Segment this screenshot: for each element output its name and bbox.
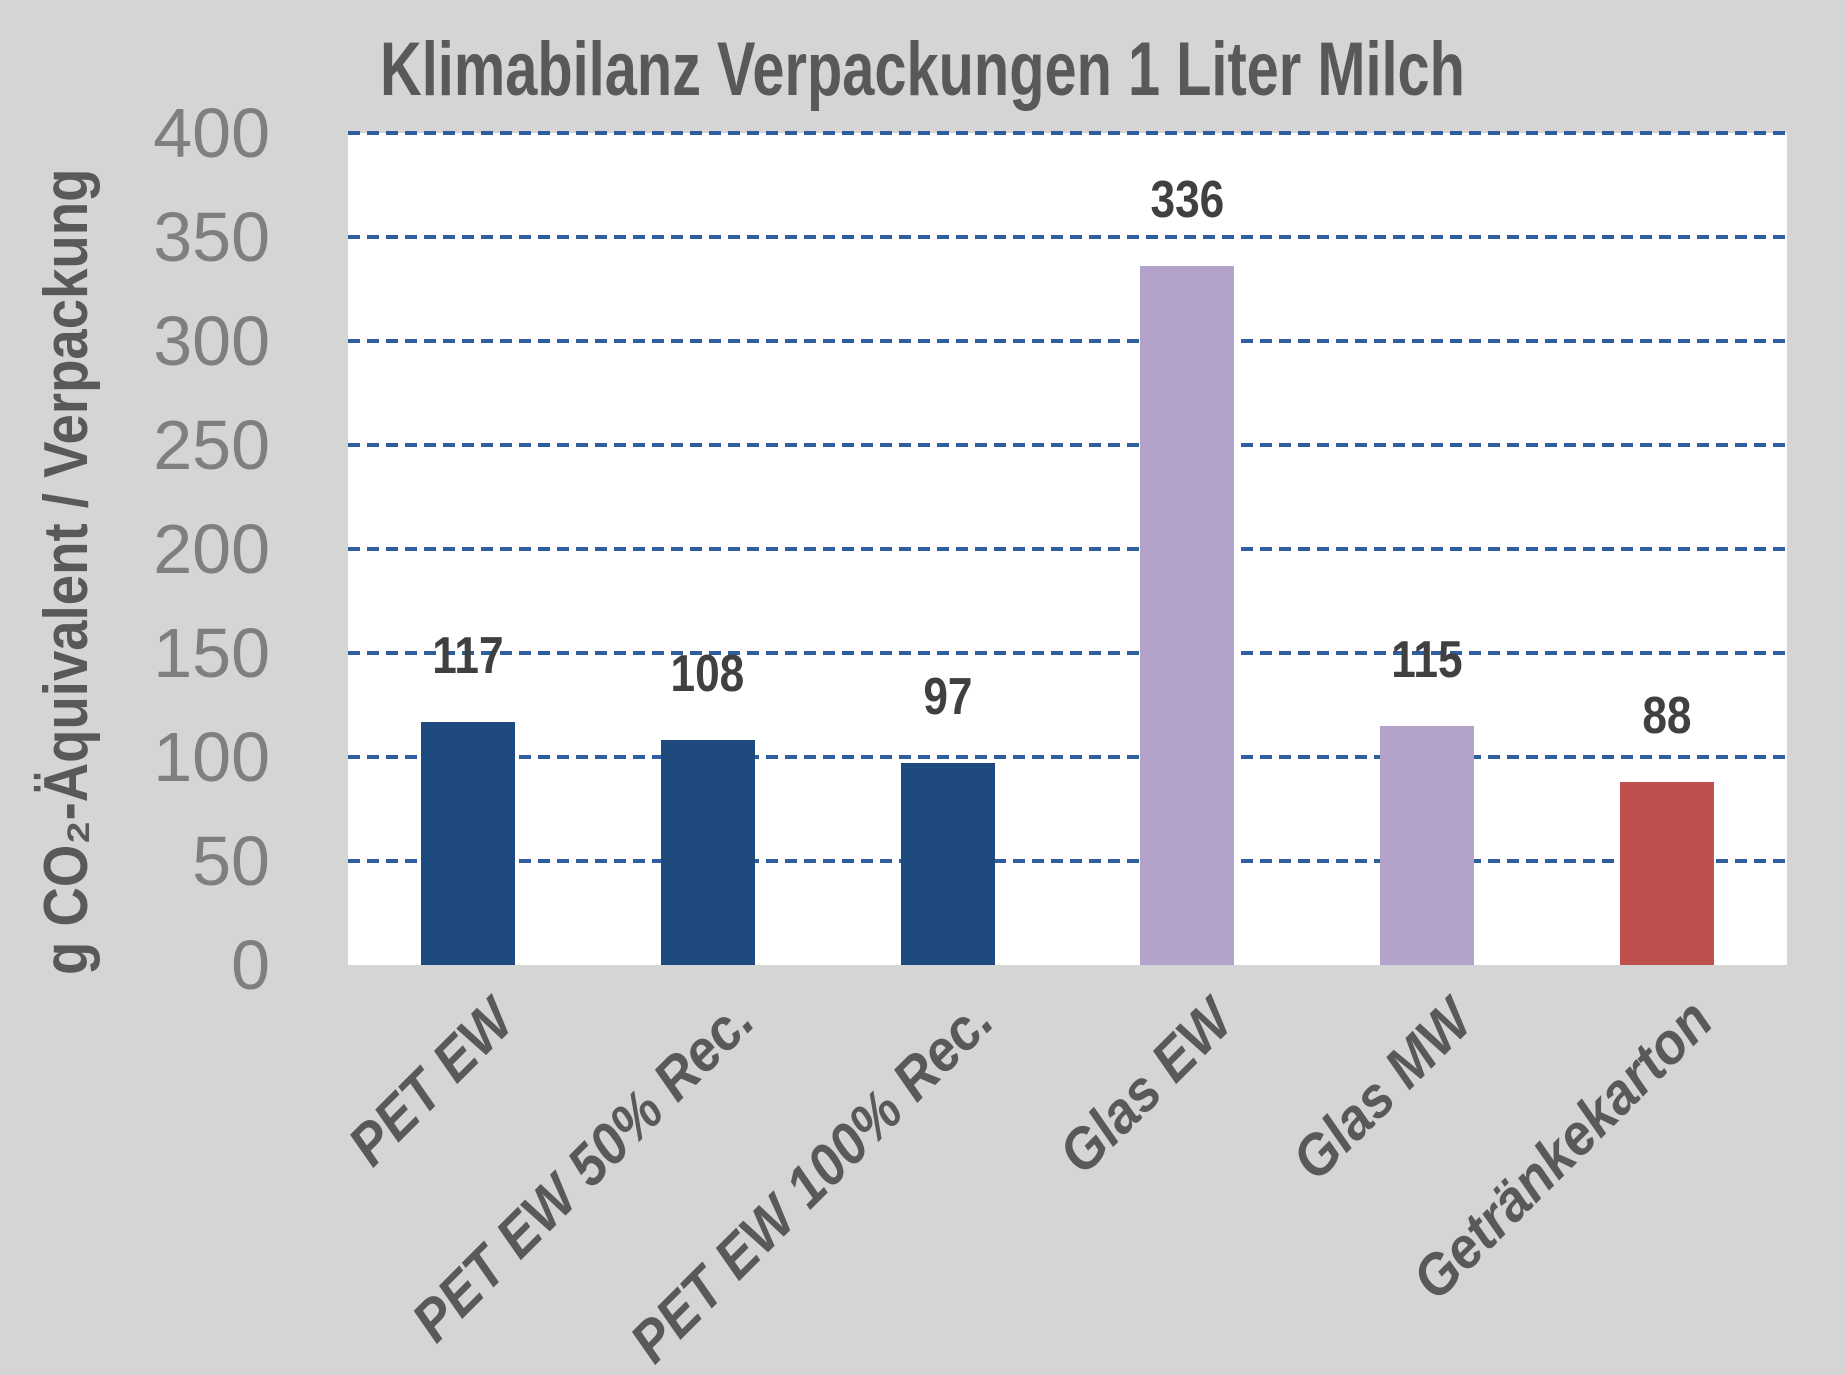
plot-area: 117 108 97 336 115 88 bbox=[348, 131, 1787, 965]
gridline-250 bbox=[348, 443, 1787, 447]
gridline-100 bbox=[348, 755, 1787, 759]
value-label-glas-ew: 336 bbox=[1087, 174, 1287, 226]
value-label-pet-ew-50-rec: 108 bbox=[608, 648, 808, 700]
bar-getr-nkekarton bbox=[1620, 781, 1715, 965]
gridline-50 bbox=[348, 859, 1787, 863]
bar-pet-ew bbox=[420, 721, 515, 965]
value-label-text: 117 bbox=[432, 626, 504, 685]
gridline-350 bbox=[348, 235, 1787, 239]
value-label-text: 115 bbox=[1391, 630, 1463, 689]
bar-glas-mw bbox=[1380, 725, 1475, 965]
gridline-300 bbox=[348, 339, 1787, 343]
value-label-getr-nkekarton: 88 bbox=[1567, 690, 1767, 742]
value-label-pet-ew: 117 bbox=[368, 630, 568, 682]
y-tick-label-400: 400 bbox=[153, 94, 270, 172]
gridline-400 bbox=[348, 131, 1787, 135]
y-tick-label-50: 50 bbox=[192, 822, 270, 900]
x-axis-label-text: Glas EW bbox=[1046, 987, 1246, 1187]
gridline-200 bbox=[348, 547, 1787, 551]
bar-pet-ew-50-rec bbox=[660, 740, 755, 965]
chart-title: Klimabilanz Verpackungen 1 Liter Milch bbox=[380, 27, 1465, 112]
y-tick-label-300: 300 bbox=[153, 302, 270, 380]
gridline-150 bbox=[348, 651, 1787, 655]
bar-glas-ew bbox=[1140, 266, 1235, 965]
value-label-glas-mw: 115 bbox=[1327, 634, 1527, 686]
value-label-text: 97 bbox=[922, 668, 973, 727]
y-tick-label-350: 350 bbox=[153, 198, 270, 276]
x-axis-label-text: PET EW bbox=[335, 987, 527, 1178]
bar-pet-ew-100-rec bbox=[900, 763, 995, 965]
value-label-text: 108 bbox=[670, 645, 745, 704]
value-label-text: 336 bbox=[1150, 171, 1225, 230]
y-tick-label-150: 150 bbox=[153, 614, 270, 692]
y-tick-label-200: 200 bbox=[153, 510, 270, 588]
y-tick-label-100: 100 bbox=[153, 718, 270, 796]
y-tick-label-250: 250 bbox=[153, 406, 270, 484]
value-label-pet-ew-100-rec: 97 bbox=[848, 671, 1048, 723]
x-axis-label-text: Glas MW bbox=[1280, 987, 1486, 1193]
value-label-text: 88 bbox=[1642, 686, 1692, 745]
y-tick-label-0: 0 bbox=[231, 926, 270, 1004]
